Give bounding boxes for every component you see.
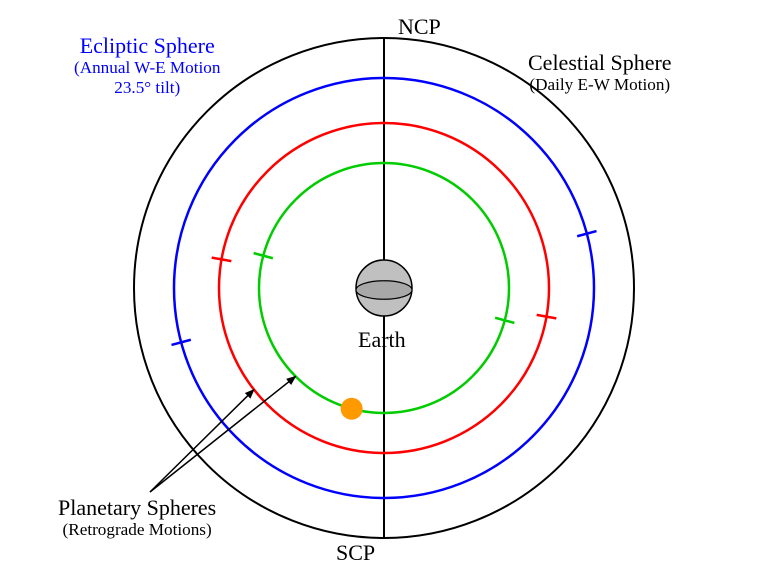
ecliptic-sub2: 23.5° tilt)	[74, 78, 220, 98]
ecliptic-sub1: (Annual W-E Motion	[74, 58, 220, 78]
earth-body	[356, 238, 412, 331]
celestial-title: Celestial Sphere	[528, 50, 672, 75]
earth-label: Earth	[358, 327, 406, 352]
sun-icon	[341, 398, 363, 420]
planetary-arrows	[150, 376, 296, 492]
planetary-sub: (Retrograde Motions)	[58, 520, 216, 540]
ecliptic-label: Ecliptic Sphere (Annual W-E Motion 23.5°…	[74, 33, 220, 98]
celestial-label: Celestial Sphere (Daily E-W Motion)	[528, 50, 672, 95]
ecliptic-title: Ecliptic Sphere	[74, 33, 220, 58]
earth-text: Earth	[358, 327, 406, 352]
scp-text: SCP	[336, 540, 375, 565]
scp-label: SCP	[336, 540, 375, 565]
ncp-text: NCP	[398, 14, 441, 39]
planetary-title: Planetary Spheres	[58, 495, 216, 520]
diagram-stage: NCP SCP Earth Ecliptic Sphere (Annual W-…	[0, 0, 768, 576]
celestial-sub: (Daily E-W Motion)	[528, 75, 672, 95]
planetary-label: Planetary Spheres (Retrograde Motions)	[58, 495, 216, 540]
ncp-label: NCP	[398, 14, 441, 39]
